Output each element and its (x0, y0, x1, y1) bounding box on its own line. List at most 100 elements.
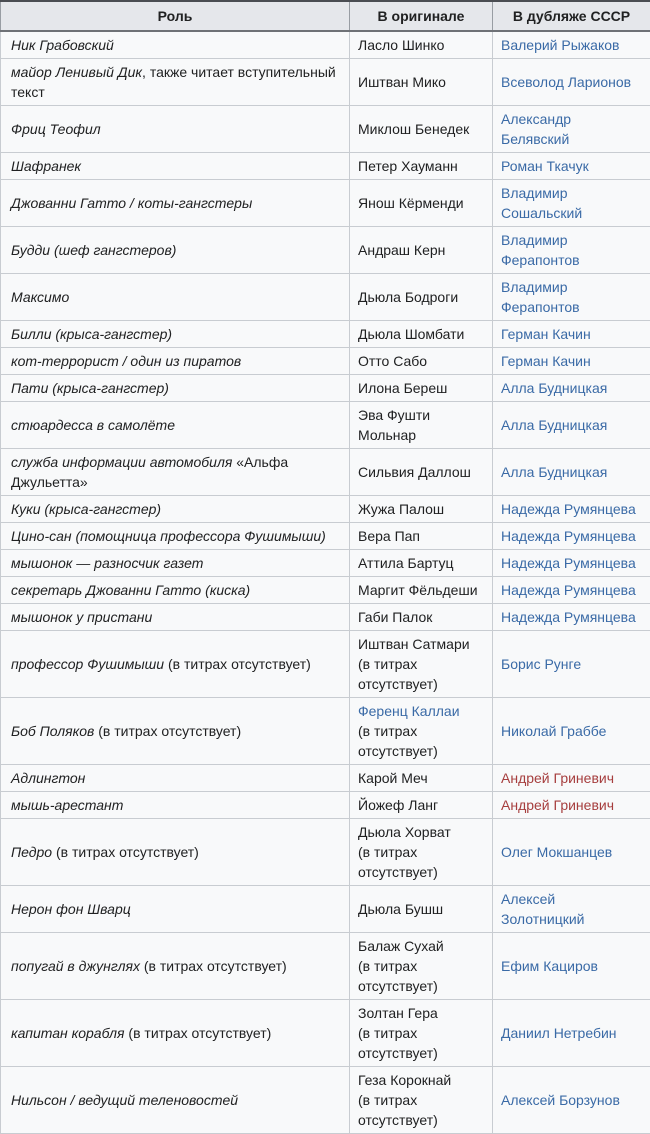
role-name: Максимо (11, 289, 69, 305)
original-actor-cell: Йожеф Ланг (350, 792, 493, 819)
original-actor-name: Габи Палок (358, 609, 432, 625)
dub-actor-link[interactable]: Алла Будницкая (501, 417, 607, 433)
role-note: (в титрах отсутствует) (52, 844, 199, 860)
original-actor-cell: Аттила Бартуц (350, 550, 493, 577)
dub-actor-link[interactable]: Роман Ткачук (501, 158, 589, 174)
dub-actor-cell: Алла Будницкая (493, 402, 650, 449)
table-row: мышонок у пристани Габи Палок Надежда Ру… (1, 604, 650, 631)
original-actor-name: Дьюла Бушш (358, 901, 443, 917)
dub-actor-link[interactable]: Надежда Румянцева (501, 609, 636, 625)
dub-actor-cell: Николай Граббе (493, 698, 650, 765)
dub-actor-link[interactable]: Всеволод Ларионов (501, 74, 631, 90)
dub-actor-link[interactable]: Борис Рунге (501, 656, 581, 672)
table-row: Нерон фон Шварц Дьюла Бушш Алексей Золот… (1, 886, 650, 933)
role-name: Педро (11, 844, 52, 860)
role-cell: мышь-арестант (1, 792, 350, 819)
dub-actor-link[interactable]: Надежда Румянцева (501, 555, 636, 571)
role-name: Фриц Теофил (11, 121, 101, 137)
role-cell: Шафранек (1, 153, 350, 180)
original-actor-name: Дьюла Бодроги (358, 289, 458, 305)
dub-actor-link[interactable]: Надежда Румянцева (501, 501, 636, 517)
role-name: Билли (крыса-гангстер) (11, 326, 172, 342)
dub-actor-cell: Олег Мокшанцев (493, 819, 650, 886)
header-original: В оригинале (350, 1, 493, 31)
dub-actor-cell: Андрей Гриневич (493, 792, 650, 819)
dub-actor-link[interactable]: Владимир Ферапонтов (501, 279, 580, 315)
role-name: Шафранек (11, 158, 81, 174)
original-actor-name: Геза Корокнай (358, 1072, 451, 1088)
dub-actor-cell: Валерий Рыжаков (493, 31, 650, 59)
role-name: Куки (крыса-гангстер) (11, 501, 161, 517)
role-name: мышь-арестант (11, 797, 123, 813)
original-actor-cell: Золтан Гера(в титрах отсутствует) (350, 1000, 493, 1067)
table-row: Билли (крыса-гангстер) Дьюла Шомбати Гер… (1, 321, 650, 348)
dub-actor-cell: Герман Качин (493, 348, 650, 375)
original-actor-cell: Вера Пап (350, 523, 493, 550)
role-name: кот-террорист / один из пиратов (11, 353, 241, 369)
header-dub-ussr: В дубляже СССР (493, 1, 650, 31)
role-cell: мышонок — разносчик газет (1, 550, 350, 577)
dub-actor-link[interactable]: Даниил Нетребин (501, 1025, 617, 1041)
dub-actor-link[interactable]: Алла Будницкая (501, 464, 607, 480)
dub-actor-link[interactable]: Герман Качин (501, 353, 591, 369)
role-cell: Нильсон / ведущий теленовостей (1, 1067, 350, 1134)
dub-actor-link[interactable]: Ефим Кациров (501, 958, 598, 974)
original-actor-name[interactable]: Ференц Каллаи (358, 703, 460, 719)
role-cell: Боб Поляков (в титрах отсутствует) (1, 698, 350, 765)
original-actor-cell: Эва Фушти Мольнар (350, 402, 493, 449)
table-row: майор Ленивый Дик, также читает вступите… (1, 59, 650, 106)
original-credit-note: (в титрах отсутствует) (358, 1023, 484, 1063)
dub-actor-link[interactable]: Надежда Румянцева (501, 528, 636, 544)
role-name: Джованни Гатто / коты-гангстеры (11, 195, 252, 211)
role-note: (в титрах отсутствует) (140, 958, 287, 974)
table-row: мышь-арестант Йожеф Ланг Андрей Гриневич (1, 792, 650, 819)
original-actor-name: Миклош Бенедек (358, 121, 469, 137)
dub-actor-link[interactable]: Надежда Румянцева (501, 582, 636, 598)
role-note: (в титрах отсутствует) (94, 723, 241, 739)
role-name: капитан корабля (11, 1025, 125, 1041)
dub-actor-link[interactable]: Андрей Гриневич (501, 770, 614, 786)
original-actor-name: Эва Фушти Мольнар (358, 407, 430, 443)
original-actor-cell: Миклош Бенедек (350, 106, 493, 153)
dub-actor-link[interactable]: Герман Качин (501, 326, 591, 342)
dub-actor-cell: Алла Будницкая (493, 375, 650, 402)
role-name: профессор Фушимыши (11, 656, 164, 672)
dub-actor-link[interactable]: Владимир Ферапонтов (501, 232, 580, 268)
dub-actor-cell: Александр Белявский (493, 106, 650, 153)
original-actor-cell: Дьюла Хорват(в титрах отсутствует) (350, 819, 493, 886)
original-credit-note: (в титрах отсутствует) (358, 1090, 484, 1130)
role-name: Адлингтон (11, 770, 85, 786)
role-cell: стюардесса в самолёте (1, 402, 350, 449)
dub-actor-cell: Андрей Гриневич (493, 765, 650, 792)
role-cell: капитан корабля (в титрах отсутствует) (1, 1000, 350, 1067)
original-actor-cell: Балаж Сухай(в титрах отсутствует) (350, 933, 493, 1000)
dub-actor-link[interactable]: Николай Граббе (501, 723, 606, 739)
dub-actor-link[interactable]: Алексей Золотницкий (501, 891, 585, 927)
dub-actor-link[interactable]: Алла Будницкая (501, 380, 607, 396)
dub-actor-link[interactable]: Алексей Борзунов (501, 1092, 620, 1108)
table-row: Фриц Теофил Миклош Бенедек Александр Бел… (1, 106, 650, 153)
dub-actor-link[interactable]: Олег Мокшанцев (501, 844, 612, 860)
original-actor-cell: Ференц Каллаи(в титрах отсутствует) (350, 698, 493, 765)
role-cell: Куки (крыса-гангстер) (1, 496, 350, 523)
role-cell: Нерон фон Шварц (1, 886, 350, 933)
role-name: Будди (шеф гангстеров) (11, 242, 176, 258)
dub-actor-cell: Надежда Румянцева (493, 523, 650, 550)
dub-actor-cell: Ефим Кациров (493, 933, 650, 1000)
role-name: Ник Грабовский (11, 37, 114, 53)
table-row: Ник Грабовский Ласло Шинко Валерий Рыжак… (1, 31, 650, 59)
role-name: Пати (крыса-гангстер) (11, 380, 169, 396)
role-name: Нерон фон Шварц (11, 901, 131, 917)
dub-actor-link[interactable]: Валерий Рыжаков (501, 37, 619, 53)
dub-actor-cell: Алла Будницкая (493, 449, 650, 496)
dub-actor-link[interactable]: Андрей Гриневич (501, 797, 614, 813)
table-row: Куки (крыса-гангстер) Жужа Палош Надежда… (1, 496, 650, 523)
table-row: Педро (в титрах отсутствует) Дьюла Хорва… (1, 819, 650, 886)
dub-actor-link[interactable]: Владимир Сошальский (501, 185, 582, 221)
original-actor-name: Маргит Фёльдеши (358, 582, 478, 598)
original-actor-cell: Иштван Мико (350, 59, 493, 106)
dub-actor-cell: Борис Рунге (493, 631, 650, 698)
role-name: служба информации автомобиля (11, 454, 232, 470)
dub-actor-link[interactable]: Александр Белявский (501, 111, 571, 147)
